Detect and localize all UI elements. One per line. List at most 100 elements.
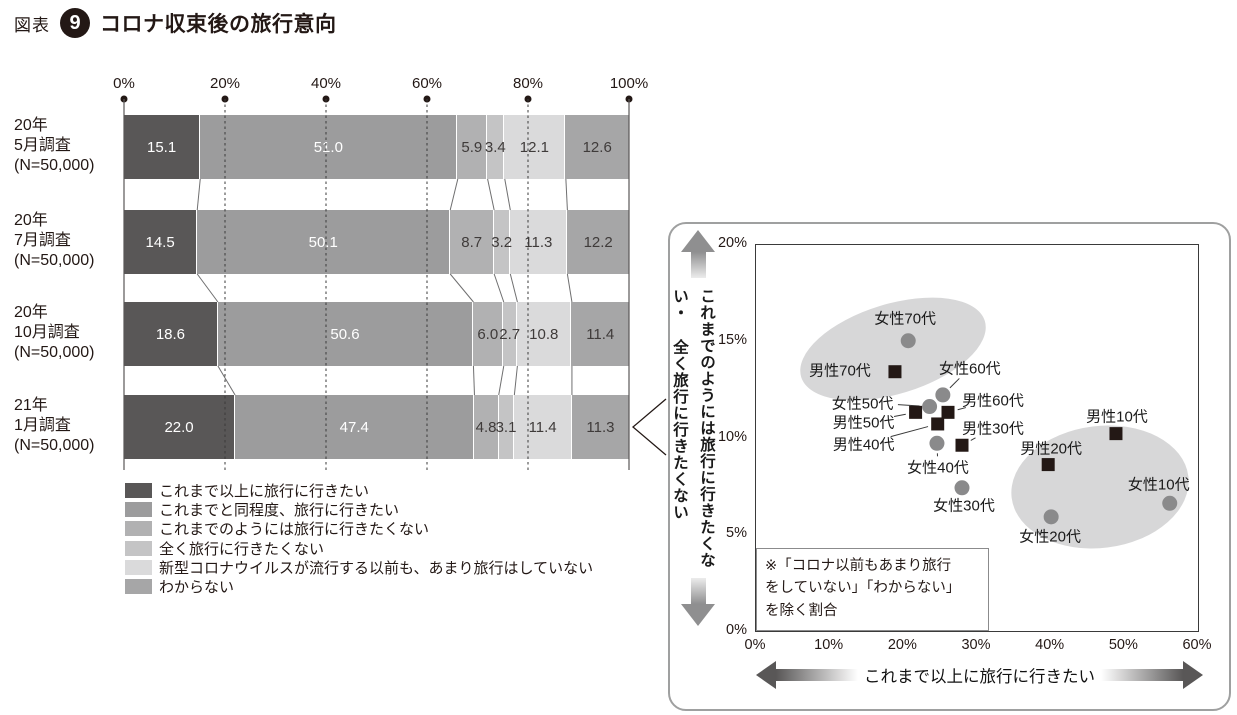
scatter-point-label: 女性10代 — [1127, 476, 1190, 494]
scatter-x-tick-label: 40% — [1035, 637, 1065, 653]
page-title: コロナ収束後の旅行意向 — [100, 13, 337, 36]
bar-segment: 18.6 — [124, 302, 218, 366]
bar-row: 15.1 51.0 5.9 3.4 12.1 12.6 — [124, 115, 629, 179]
legend-swatch — [125, 579, 152, 594]
bar-row: 18.6 50.6 6.0 2.7 10.8 11.4 — [124, 302, 629, 366]
bar-segment-value: 11.4 — [586, 325, 615, 343]
bar-segment: 51.0 — [200, 115, 458, 179]
bar-connector-line — [513, 365, 518, 396]
figure-number-badge: 9 — [60, 8, 90, 38]
bar-segment-value: 11.3 — [524, 233, 553, 251]
bar-connector-line — [565, 178, 568, 211]
bar-segment-value: 18.6 — [155, 325, 186, 343]
bar-row: 22.0 47.4 4.8 3.1 11.4 11.3 — [124, 395, 629, 459]
scatter-point-label: 男性30代 — [962, 420, 1024, 438]
axis-tick-dot — [423, 95, 431, 103]
bar-segment: 14.5 — [124, 210, 198, 274]
bar-axis-tick-label: 0% — [113, 75, 135, 92]
legend-label: 新型コロナウイルスが流行する以前も、あまり旅行はしていない — [159, 559, 594, 577]
arrow-right-icon — [1183, 661, 1203, 689]
bar-segment: 11.3 — [571, 395, 629, 459]
bar-connector-line — [449, 178, 459, 211]
arrow-left-icon — [756, 661, 776, 689]
bar-segment-value: 12.1 — [519, 138, 549, 156]
legend-label: 全く旅行に行きたくない — [159, 540, 325, 558]
scatter-point-label: 男性60代 — [962, 392, 1024, 410]
bar-segment-value: 10.8 — [529, 325, 559, 343]
legend-item: 新型コロナウイルスが流行する以前も、あまり旅行はしていない — [125, 559, 594, 577]
axis-tick-dot — [524, 95, 532, 103]
legend-item: これまでと同程度、旅行に行きたい — [125, 502, 399, 519]
bar-segment-value: 3.4 — [484, 138, 506, 156]
legend-swatch — [125, 559, 152, 575]
bar-segment: 50.6 — [217, 302, 474, 366]
scatter-x-tick-label: 20% — [887, 637, 917, 653]
axis-tick-dot — [322, 95, 330, 103]
bar-segment: 6.0 — [473, 302, 504, 366]
panel-link-chevron — [631, 398, 667, 456]
legend-label: わからない — [159, 579, 235, 596]
bar-segment-value: 3.1 — [495, 418, 517, 436]
bar-connector-line — [217, 365, 236, 396]
scatter-point-label: 女性70代 — [874, 310, 937, 328]
legend-item: 全く旅行に行きたくない — [125, 540, 325, 558]
scatter-x-axis-label: これまで以上に旅行に行きたい — [864, 668, 1095, 686]
scatter-y-tick-label: 10% — [717, 428, 747, 445]
scatter-point-label: 男性70代 — [809, 362, 871, 380]
bar-connector-line — [504, 178, 511, 211]
y-axis-label-line2: 全く旅行に行きたくない — [671, 339, 688, 521]
y-axis-label-line1: これまでのようには旅行に行きたくない・ — [671, 288, 715, 569]
bar-segment: 5.9 — [457, 115, 488, 179]
bar-segment-value: 12.6 — [582, 138, 612, 156]
y-axis-down-arrow-icon — [681, 578, 715, 626]
bar-segment: 11.4 — [514, 395, 572, 459]
scatter-point-label: 女性60代 — [939, 360, 1001, 378]
bar-segment-value: 14.5 — [145, 233, 175, 251]
bar-segment-value: 47.4 — [339, 418, 369, 436]
scatter-y-tick-label: 0% — [726, 622, 747, 638]
bar-connector-line — [498, 365, 505, 396]
bar-row-label: 20年 10月調査 (N=50,000) — [14, 304, 95, 361]
bar-segment-value: 5.9 — [461, 138, 483, 156]
scatter-point-label: 女性50代 — [831, 395, 894, 413]
bar-segment: 3.2 — [491, 210, 513, 274]
figure-label: 図表 — [14, 15, 50, 35]
legend-swatch — [125, 540, 152, 556]
scatter-x-tick-label: 10% — [814, 637, 844, 653]
footnote-line: をしていない」「わからない」 — [765, 580, 961, 597]
bar-segment: 22.0 — [124, 395, 236, 459]
legend-item: わからない — [125, 579, 235, 596]
bar-connector-line — [196, 178, 201, 211]
bar-segment-value: 11.4 — [528, 418, 557, 436]
bar-axis-tick-label: 80% — [512, 75, 544, 92]
scatter-point-label: 女性40代 — [907, 459, 969, 477]
bar-segment-value: 51.0 — [313, 138, 343, 156]
scatter-point-label: 男性10代 — [1086, 408, 1148, 426]
bar-segment-value: 3.2 — [491, 233, 513, 251]
bar-segment: 12.2 — [567, 210, 629, 274]
legend-swatch — [125, 521, 152, 537]
scatter-y-axis-label: これまでのようには旅行に行きたくない・ 全く旅行に行きたくない — [664, 288, 720, 576]
bar-segment: 11.4 — [571, 302, 629, 366]
figure-title-row: 図表 9 コロナ収束後の旅行意向 — [14, 8, 337, 38]
bar-row-label: 21年 1月調査 (N=50,000) — [14, 397, 95, 454]
scatter-x-tick-label: 60% — [1182, 637, 1212, 653]
bar-segment: 50.1 — [197, 210, 451, 274]
axis-tick-dot — [221, 95, 229, 103]
bar-connector-line — [566, 273, 573, 303]
bar-segment-value: 15.1 — [146, 138, 177, 156]
bar-row-label: 20年 7月調査 (N=50,000) — [14, 212, 95, 269]
scatter-point-label: 女性20代 — [1019, 528, 1081, 546]
scatter-x-tick-label: 0% — [744, 637, 766, 653]
bar-segment: 47.4 — [235, 395, 475, 459]
bar-segment: 15.1 — [124, 115, 201, 179]
bar-axis-tick-label: 40% — [310, 75, 342, 92]
bar-segment-value: 11.3 — [586, 418, 615, 436]
bar-row: 14.5 50.1 8.7 3.2 11.3 12.2 — [124, 210, 629, 274]
bar-connector-line — [509, 273, 518, 303]
bar-segment-value: 50.6 — [330, 325, 360, 343]
scatter-point-label: 男性50代 — [832, 414, 895, 432]
legend-swatch — [125, 502, 152, 518]
footnote-line: を除く割合 — [765, 602, 838, 619]
legend-label: これまでのようには旅行に行きたくない — [159, 521, 430, 539]
